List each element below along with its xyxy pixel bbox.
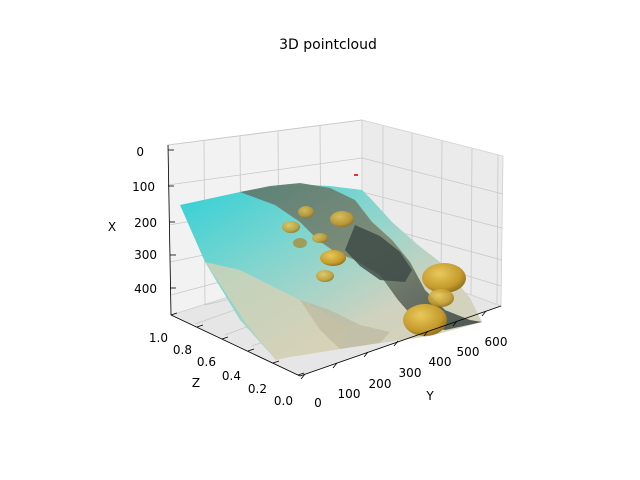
- z-axis: 0.0 0.2 0.4 0.6 0.8 1.0 Z: [149, 312, 305, 408]
- coral-head: [320, 250, 346, 266]
- x-axis-label: X: [108, 220, 116, 234]
- reef-shadow: [345, 225, 412, 282]
- x-tick-label: 0: [136, 145, 144, 159]
- x-tick-label: 400: [134, 282, 157, 296]
- coral-head: [428, 289, 454, 307]
- y-tick-label: 0: [314, 396, 322, 410]
- x-tick-label: 200: [134, 216, 157, 230]
- point-cloud: [180, 174, 482, 360]
- y-tick-label: 400: [429, 355, 452, 369]
- z-tick-label: 0.4: [222, 369, 241, 383]
- x-tick-label: 100: [132, 180, 155, 194]
- coral-head: [298, 206, 314, 218]
- y-tick-label: 100: [338, 387, 361, 401]
- y-tick-label: 600: [485, 335, 508, 349]
- y-tick-label: 500: [457, 345, 480, 359]
- z-axis-label: Z: [192, 376, 200, 390]
- axis-lines: [167, 144, 502, 377]
- x-tick-label: 300: [134, 248, 157, 262]
- sand-strip-2: [300, 300, 390, 349]
- z-tick-label: 0.2: [248, 382, 267, 396]
- red-marker: [354, 174, 358, 176]
- z-tick-label: 0.0: [274, 394, 293, 408]
- coral-head: [330, 211, 354, 227]
- y-tick-label: 300: [399, 366, 422, 380]
- coral-head: [312, 233, 328, 243]
- coral-head: [293, 238, 307, 248]
- z-tick-label: 0.8: [173, 343, 192, 357]
- y-tick-label: 200: [369, 377, 392, 391]
- coral-head: [422, 263, 466, 293]
- coral-head: [316, 270, 334, 282]
- chart-title: 3D pointcloud: [279, 37, 377, 53]
- coral-head: [403, 304, 447, 336]
- x-axis: 0 100 200 300 400 X: [108, 145, 176, 296]
- coral-head: [282, 221, 300, 233]
- sand-strip: [205, 262, 350, 360]
- y-axis: 0 100 200 300 400 500 600 Y: [300, 310, 508, 410]
- z-tick-label: 0.6: [197, 355, 216, 369]
- z-tick-label: 1.0: [149, 331, 168, 345]
- y-axis-label: Y: [425, 389, 434, 403]
